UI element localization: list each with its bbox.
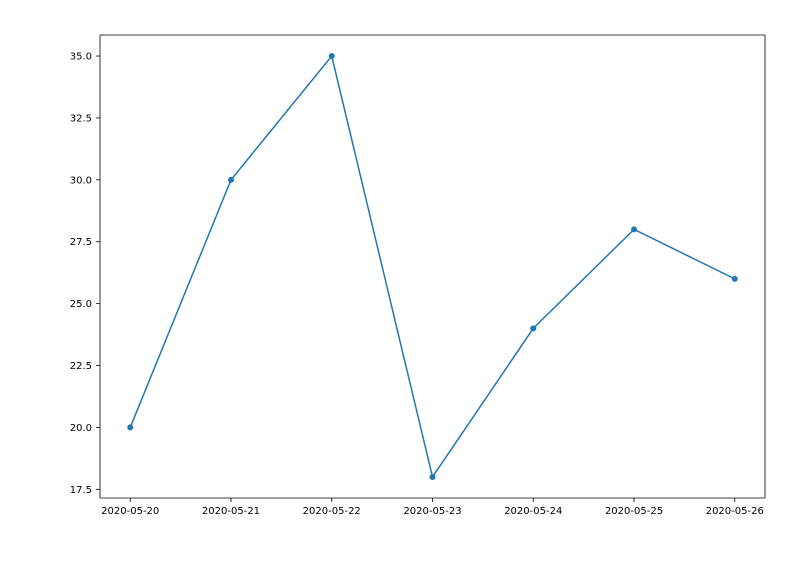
x-tick-label: 2020-05-21 — [202, 506, 260, 517]
chart-background — [0, 0, 800, 564]
y-tick-label: 35.0 — [70, 52, 92, 63]
x-tick-label: 2020-05-25 — [605, 506, 663, 517]
x-tick-label: 2020-05-24 — [504, 506, 562, 517]
data-point — [329, 53, 335, 59]
y-tick-label: 22.5 — [70, 361, 92, 372]
x-tick-label: 2020-05-23 — [403, 506, 461, 517]
chart-svg: 2020-05-20 2020-05-21 2020-05-22 2020-05-23… — [0, 0, 800, 564]
data-point — [430, 474, 436, 480]
y-tick-label: 17.5 — [70, 485, 92, 496]
x-tick-label: 2020-05-26 — [706, 506, 764, 517]
y-tick-label: 30.0 — [70, 175, 92, 186]
x-tick-label: 2020-05-22 — [303, 506, 361, 517]
data-point — [127, 424, 133, 430]
data-point — [530, 325, 536, 331]
y-tick-label: 27.5 — [70, 237, 92, 248]
y-tick-label: 32.5 — [70, 113, 92, 124]
line-chart: 2020-05-20 2020-05-21 2020-05-22 2020-05-23… — [0, 0, 800, 564]
x-tick-label: 2020-05-20 — [101, 506, 159, 517]
data-point — [631, 226, 637, 232]
data-point — [228, 177, 234, 183]
y-tick-label: 20.0 — [70, 423, 92, 434]
y-tick-label: 25.0 — [70, 299, 92, 310]
data-point — [732, 276, 738, 282]
